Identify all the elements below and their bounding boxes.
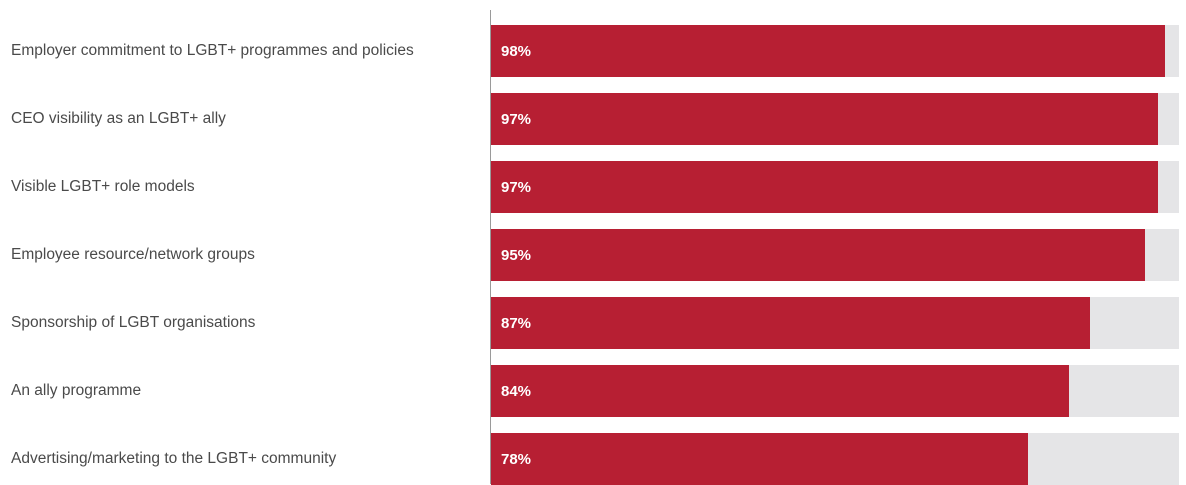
bar xyxy=(491,433,1028,485)
data-label: 95% xyxy=(501,246,532,264)
data-label: 87% xyxy=(501,314,532,332)
bar xyxy=(491,365,1069,417)
category-label: Visible LGBT+ role models xyxy=(11,178,195,195)
data-label: 78% xyxy=(501,450,532,468)
bar xyxy=(491,161,1159,213)
bar xyxy=(491,229,1145,281)
bar xyxy=(491,297,1090,349)
bar xyxy=(491,25,1166,77)
data-label: 97% xyxy=(501,178,532,196)
data-label: 97% xyxy=(501,110,532,128)
data-label: 84% xyxy=(501,382,532,400)
category-axis-line xyxy=(490,10,491,484)
category-label: Advertising/marketing to the LGBT+ commu… xyxy=(11,450,337,467)
data-label: 98% xyxy=(501,42,532,60)
category-label: An ally programme xyxy=(11,382,142,399)
category-label: Sponsorship of LGBT organisations xyxy=(11,314,256,331)
category-label: Employer commitment to LGBT+ programmes … xyxy=(11,42,414,59)
category-label: CEO visibility as an LGBT+ ally xyxy=(11,110,226,127)
bar xyxy=(491,93,1159,145)
category-label: Employee resource/network groups xyxy=(11,246,255,263)
